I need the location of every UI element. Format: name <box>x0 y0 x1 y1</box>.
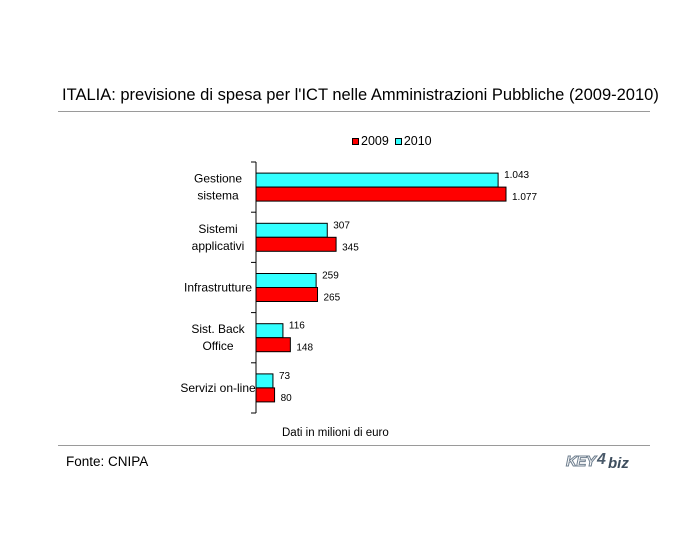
legend-item-2009: 2009 <box>352 134 389 148</box>
legend-swatch-2010 <box>394 137 402 145</box>
category-label: Infrastrutture <box>184 281 252 295</box>
bar-2010 <box>255 273 317 288</box>
bar-2010 <box>255 222 328 238</box>
source-label: Fonte: CNIPA <box>66 454 149 469</box>
category-label: Gestione <box>194 172 242 186</box>
top-divider <box>58 111 650 112</box>
bar-2009 <box>255 337 291 353</box>
category-label: Office <box>202 339 233 353</box>
bottom-divider <box>58 445 650 446</box>
data-label-2009: 1.077 <box>512 192 537 203</box>
bar-2009 <box>255 186 507 202</box>
data-label-2009: 345 <box>342 242 359 253</box>
bar-2010 <box>255 323 284 339</box>
legend-swatch-2009 <box>352 137 359 145</box>
data-label-2010: 73 <box>279 371 291 382</box>
bar-2009 <box>255 287 319 302</box>
unit-note: Dati in milioni di euro <box>282 427 389 439</box>
data-label-2009: 148 <box>296 343 313 354</box>
chart-legend: 2009 2010 <box>352 134 438 148</box>
bar-2009 <box>255 236 337 252</box>
logo-key-text: KEY <box>565 453 596 471</box>
chart-title: ITALIA: previsione di spesa per l'ICT ne… <box>62 86 659 104</box>
legend-item-2010: 2010 <box>394 134 432 148</box>
bar-2009 <box>255 387 276 403</box>
logo-four-mark: 4 <box>597 451 606 468</box>
category-label: applicativi <box>192 239 245 253</box>
data-label-2010: 1.043 <box>504 170 529 181</box>
category-label: Sistemi <box>198 222 237 236</box>
data-label-2009: 80 <box>281 393 293 404</box>
category-label: sistema <box>197 189 239 203</box>
data-label-2009: 265 <box>324 293 341 304</box>
data-label-2010: 307 <box>333 220 350 231</box>
key4biz-logo: KEY 4 biz <box>565 451 642 474</box>
data-label-2010: 116 <box>289 321 305 332</box>
legend-label-2010: 2010 <box>403 134 432 148</box>
category-label: Sist. Back <box>191 322 245 336</box>
category-label: Servizi on-line <box>180 381 256 395</box>
logo-biz-text: biz <box>608 455 629 472</box>
bar-2010 <box>255 373 274 389</box>
data-label-2010: 259 <box>322 271 339 282</box>
legend-label-2009: 2009 <box>361 134 389 148</box>
bar-2010 <box>255 172 499 188</box>
